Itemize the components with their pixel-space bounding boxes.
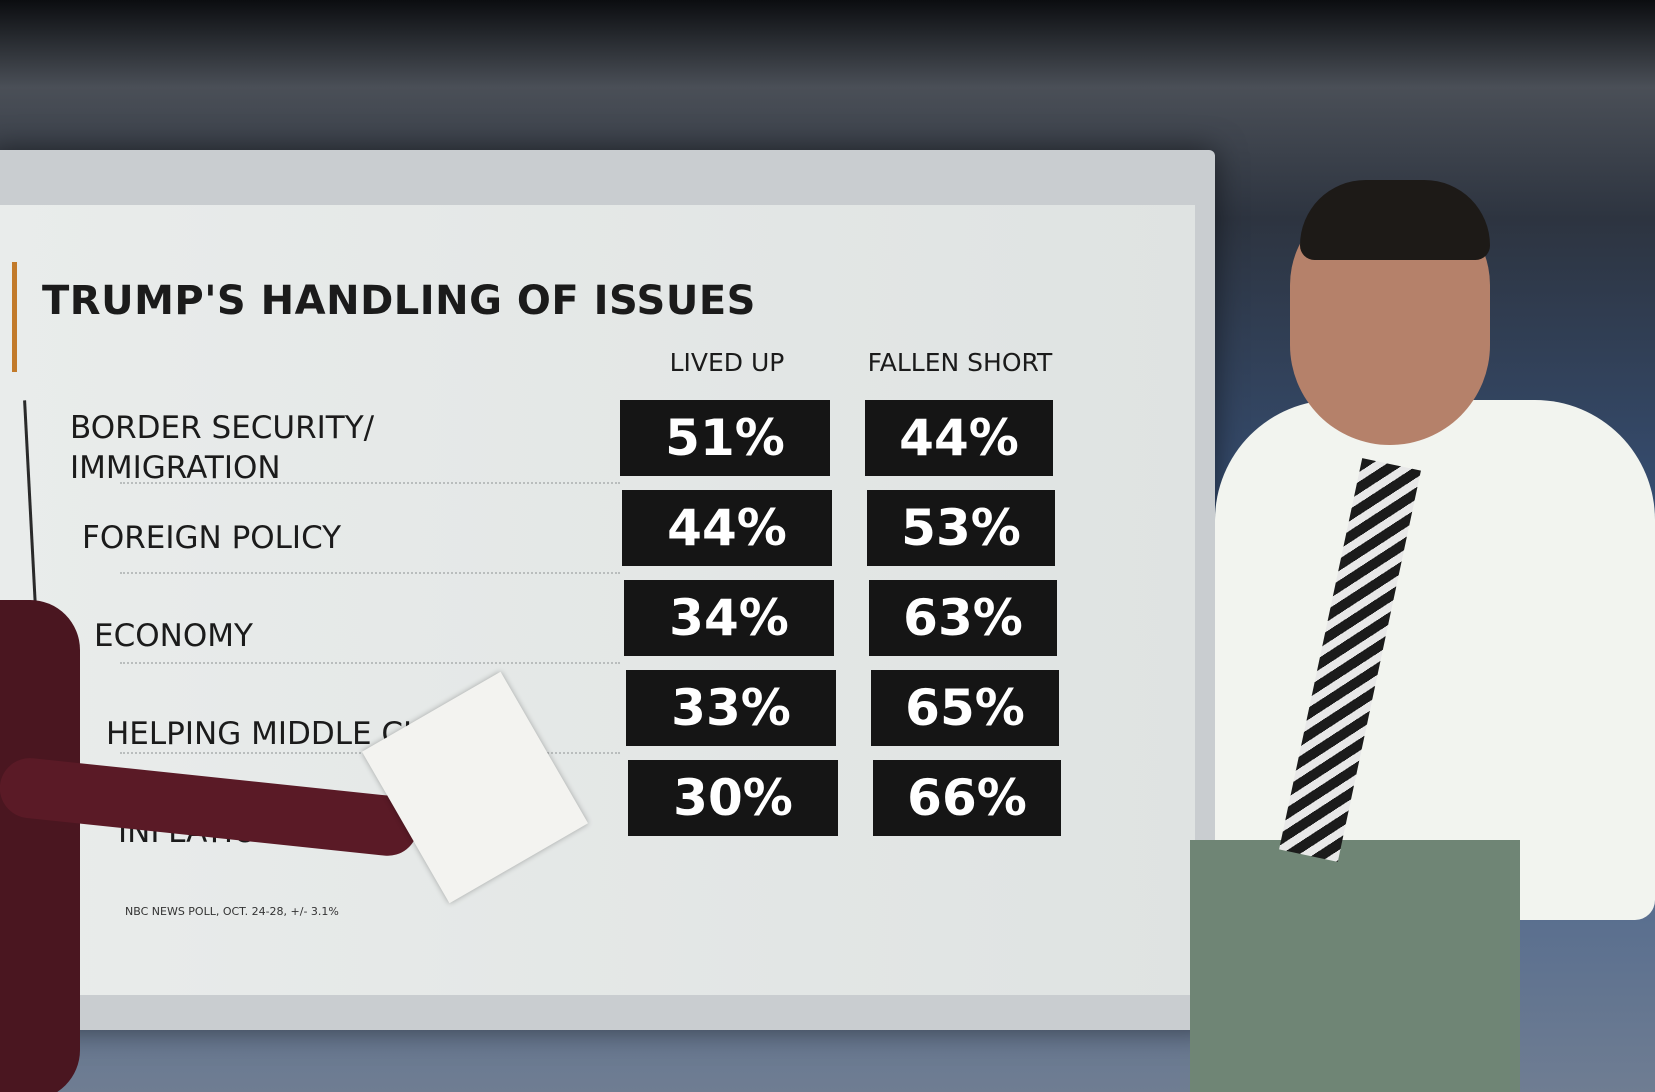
row-rule (120, 482, 620, 484)
column-header: LIVED UP (669, 348, 785, 377)
value-box: 33% (626, 670, 836, 746)
value-box: 30% (628, 760, 838, 836)
row-rule (120, 662, 620, 664)
value-box: 66% (873, 760, 1061, 836)
column-header: FALLEN SHORT (867, 348, 1053, 377)
value-box: 44% (622, 490, 832, 566)
source: NBC NEWS POLL, OCT. 24-28, +/- 3.1% (125, 905, 339, 918)
row-label: FOREIGN POLICY (82, 520, 342, 556)
accent-bar (12, 262, 17, 372)
presenter-hair (1300, 180, 1490, 260)
row-label: ECONOMY (94, 618, 253, 654)
presenter-left (0, 600, 80, 1092)
presenter-pants (1190, 840, 1520, 1092)
title: TRUMP'S HANDLING OF ISSUES (42, 278, 756, 324)
value-box: 53% (867, 490, 1055, 566)
value-box: 63% (869, 580, 1057, 656)
value-box: 34% (624, 580, 834, 656)
row-label: BORDER SECURITY/ IMMIGRATION (70, 410, 375, 486)
value-box: 65% (871, 670, 1059, 746)
value-box: 44% (865, 400, 1053, 476)
value-box: 51% (620, 400, 830, 476)
row-rule (120, 572, 620, 574)
